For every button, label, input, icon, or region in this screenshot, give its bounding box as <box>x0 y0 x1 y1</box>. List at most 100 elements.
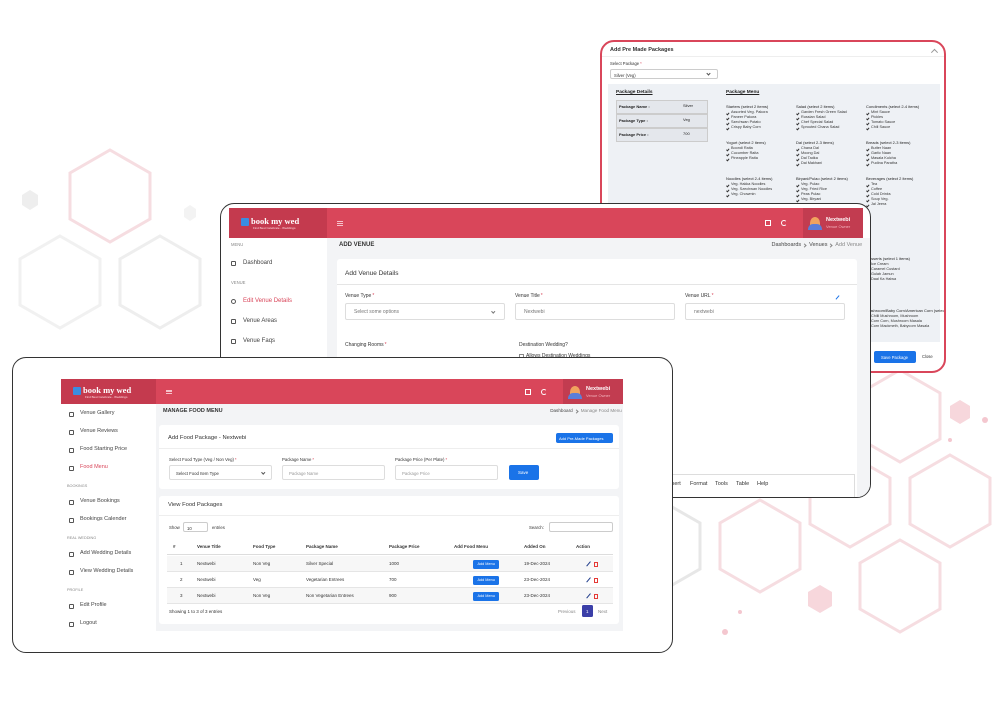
save-button[interactable]: Save <box>509 465 539 480</box>
details-value: 700 <box>683 131 690 136</box>
menu-item: Corn Corn, Mushroom Masala <box>871 319 922 323</box>
check-icon <box>726 126 730 130</box>
check-icon <box>796 157 800 161</box>
check-icon <box>866 147 870 151</box>
logo-text: book my wed <box>83 384 132 395</box>
field-input[interactable]: Package Price <box>395 465 498 480</box>
menu-item: Pickles <box>871 115 884 119</box>
delete-icon[interactable] <box>594 561 598 567</box>
add-menu-button[interactable]: Add Menu <box>473 559 499 569</box>
field-input[interactable]: Select Food Item Type <box>169 465 272 480</box>
menu-item: Veg. Fried Rice <box>801 187 827 191</box>
editor-menu-item[interactable]: Help <box>757 481 769 487</box>
check-icon <box>796 126 800 130</box>
logo-text: book my wed <box>251 216 300 226</box>
page-title: MANAGE FOOD MENU <box>163 408 223 414</box>
search-input[interactable] <box>549 522 613 532</box>
select-caret <box>491 309 496 314</box>
theme-icon[interactable] <box>541 388 547 395</box>
page-size-select[interactable]: 10 <box>183 522 208 532</box>
select-label: Select Package <box>610 61 642 66</box>
sidebar-link[interactable]: View Wedding Details <box>80 568 134 574</box>
delete-icon[interactable] <box>594 593 598 599</box>
sidebar-link[interactable]: Edit Venue Details <box>243 298 293 304</box>
table-cell: 1000 <box>389 561 400 566</box>
add-menu-button[interactable]: Add Menu <box>473 575 499 585</box>
card-divider <box>159 515 619 516</box>
editor-menu-item[interactable]: Insert <box>667 481 681 487</box>
field-input[interactable]: Select some options <box>345 303 505 320</box>
sidebar-link[interactable]: Venue Areas <box>243 318 278 324</box>
field-input[interactable]: Nextwebi <box>515 303 675 320</box>
menu-item: Dal Tadka <box>801 156 818 160</box>
breadcrumb-item[interactable]: Venues <box>809 242 828 248</box>
sidebar-link[interactable]: Edit Profile <box>80 602 107 608</box>
theme-icon[interactable] <box>781 220 787 226</box>
editor-menu-item[interactable]: Format <box>690 481 708 487</box>
sidebar-link[interactable]: Venue Bookings <box>80 498 120 504</box>
breadcrumb-item[interactable]: Dashboards <box>771 242 802 248</box>
menu-item: Sprouted Chana Salad <box>801 125 840 129</box>
field-label: Package Price (Per Plate) <box>395 457 447 462</box>
table-cell: Nextwebi <box>197 577 216 582</box>
check-icon <box>796 111 800 115</box>
details-key: Package Type : <box>619 118 648 123</box>
sidebar-icon <box>69 551 74 557</box>
sidebar-link[interactable]: Venue Faqs <box>243 338 276 344</box>
field-input[interactable]: Package Name <box>282 465 385 480</box>
field-input[interactable]: nextwebi <box>685 303 845 320</box>
add-menu-label: Add Menu <box>477 561 495 566</box>
pagination-next[interactable]: Next <box>598 609 608 614</box>
logo-tagline: Find Best Celebrate - Weddings <box>253 226 296 230</box>
sidebar-icon <box>69 411 74 417</box>
premade-button[interactable]: Add Pre-Made Packages <box>556 433 613 443</box>
sidebar-link[interactable]: Logout <box>80 620 97 626</box>
breadcrumb-item: Manage Food Menu <box>580 408 622 413</box>
table-cell: 900 <box>389 593 397 598</box>
search-label: Search: <box>529 525 544 530</box>
details-row <box>616 100 708 114</box>
user-name: Nextwebi <box>826 217 851 223</box>
close-button[interactable]: Close <box>922 354 933 359</box>
select-caret <box>261 470 266 475</box>
sidebar-link[interactable]: Dashboard <box>243 260 273 266</box>
breadcrumb-item[interactable]: Dashboard <box>550 408 573 413</box>
menu-heading: Noodles (select 2-4 items) <box>726 176 773 181</box>
field-label: Changing Rooms <box>345 342 387 348</box>
check-icon <box>866 203 870 207</box>
sidebar-link[interactable]: Food Starting Price <box>80 446 128 452</box>
sidebar-link[interactable]: Food Menu <box>80 464 108 470</box>
card-title: Add Food Package - Nextwebi <box>168 435 247 441</box>
menu-item: Ice Cream <box>871 262 889 266</box>
menu-heading: Starters (select 2 items) <box>726 104 769 109</box>
menu-toggle-icon <box>337 222 343 224</box>
pagination-previous[interactable]: Previous <box>558 609 576 614</box>
menu-item: Mint Sauce <box>871 110 890 114</box>
pagination-page[interactable]: 1 <box>582 605 593 617</box>
details-title: Package Details <box>616 90 653 95</box>
fullscreen-icon[interactable] <box>765 220 771 226</box>
sidebar-icon <box>69 517 74 523</box>
sidebar-section: VENUE <box>231 280 246 285</box>
sidebar-link[interactable]: Bookings Calender <box>80 516 127 522</box>
table-header: Action <box>576 544 590 549</box>
add-menu-label: Add Menu <box>477 577 495 582</box>
menu-item: Veg. Szechwan Noodles <box>731 187 773 191</box>
package-select[interactable]: Silver (Veg) <box>610 69 718 79</box>
check-icon <box>866 121 870 125</box>
editor-menu-item[interactable]: Tools <box>715 481 728 487</box>
menu-item: Paneer Pakora <box>731 115 757 119</box>
add-menu-button[interactable]: Add Menu <box>473 591 499 601</box>
logo-icon <box>73 386 81 395</box>
sidebar-link[interactable]: Add Wedding Details <box>80 550 132 556</box>
food-menu-window: book my wed Find Best Celebrate - Wedding… <box>12 357 673 653</box>
save-package-button[interactable]: Save Package <box>874 351 916 363</box>
fullscreen-icon[interactable] <box>525 388 531 395</box>
sidebar-link[interactable]: Venue Gallery <box>80 410 115 416</box>
details-row <box>616 128 708 142</box>
editor-menu-item[interactable]: Table <box>736 481 750 487</box>
delete-icon[interactable] <box>594 577 598 583</box>
check-icon <box>866 188 870 192</box>
menu-toggle-icon <box>166 391 172 392</box>
sidebar-link[interactable]: Venue Reviews <box>80 428 118 434</box>
